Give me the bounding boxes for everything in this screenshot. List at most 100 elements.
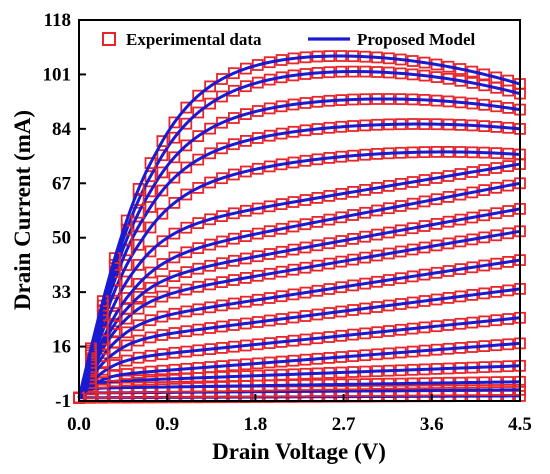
model-curve-16 <box>77 54 521 399</box>
experimental-point <box>168 251 181 264</box>
x-tick-label: 1.8 <box>244 414 268 435</box>
y-tick-label: 101 <box>43 64 72 85</box>
y-axis-title: Drain Current (mA) <box>10 110 35 310</box>
y-tick-label: 67 <box>52 173 72 194</box>
model-curve-7 <box>77 258 521 399</box>
experimental-point <box>204 97 217 110</box>
experimental-point <box>156 184 169 197</box>
experimental-point <box>96 373 109 386</box>
experimental-point <box>168 270 181 283</box>
experimental-point <box>132 277 145 290</box>
experimental-point <box>156 258 169 270</box>
experimental-point <box>180 117 193 130</box>
legend-label-model: Proposed Model <box>357 30 475 49</box>
experimental-point <box>156 235 169 248</box>
experimental-point <box>156 207 169 220</box>
experimental-point <box>132 238 145 251</box>
experimental-point <box>120 292 133 304</box>
experimental-point <box>168 196 181 209</box>
experimental-point <box>204 122 217 135</box>
plot-frame <box>78 19 521 402</box>
experimental-point <box>192 130 205 143</box>
experimental-point <box>156 149 169 162</box>
experimental-point <box>120 326 133 339</box>
experimental-point <box>156 166 169 179</box>
model-curve-3 <box>77 364 521 399</box>
experimental-point <box>192 106 205 119</box>
experimental-point <box>216 116 228 129</box>
model-curve-6 <box>77 287 521 399</box>
experimental-point <box>216 90 228 103</box>
experimental-point <box>132 319 145 332</box>
experimental-point <box>227 84 240 97</box>
experimental-point <box>144 295 157 308</box>
experimental-point <box>120 303 133 315</box>
legend-marker-experimental <box>102 32 116 46</box>
experimental-point <box>204 80 217 93</box>
experimental-point <box>168 151 181 164</box>
y-tick-label: 118 <box>44 10 71 31</box>
experimental-point <box>192 217 205 230</box>
experimental-point <box>216 172 228 185</box>
model-curve-8 <box>77 229 521 399</box>
experimental-point <box>144 245 157 258</box>
experimental-point <box>180 139 193 152</box>
model-curve-10 <box>77 181 521 399</box>
experimental-point <box>180 246 193 259</box>
experimental-point <box>192 153 205 166</box>
x-tick-label: 0.9 <box>155 414 179 435</box>
experimental-point <box>239 62 252 75</box>
experimental-point <box>227 112 240 124</box>
experimental-point <box>108 359 121 371</box>
experimental-point <box>204 147 217 160</box>
experimental-point <box>144 201 157 213</box>
experimental-point <box>132 182 145 195</box>
experimental-point <box>168 116 181 129</box>
model-curve-9 <box>77 207 521 399</box>
y-tick-label: 16 <box>52 337 71 358</box>
x-tick-label: 4.5 <box>508 414 532 435</box>
y-tick-label: 84 <box>52 119 72 140</box>
y-tick-label: -1 <box>55 391 71 412</box>
experimental-point <box>239 80 252 93</box>
experimental-point <box>156 290 169 303</box>
legend-label-experimental: Experimental data <box>126 30 262 49</box>
experimental-point <box>180 161 193 174</box>
experimental-point <box>132 258 145 271</box>
experimental-point <box>120 339 133 352</box>
experimental-point <box>144 266 157 279</box>
experimental-point <box>144 157 157 170</box>
model-curve-2 <box>77 380 521 399</box>
experimental-point <box>168 131 181 144</box>
experimental-point <box>168 171 181 184</box>
experimental-point <box>144 221 157 234</box>
experimental-point <box>180 221 193 234</box>
model-curve-5 <box>77 316 521 399</box>
experimental-point <box>96 366 109 379</box>
axis-ticks: 0.0 0.9 1.8 2.7 3.6 4.5 -1 16 33 50 67 84 101 118 <box>43 10 532 435</box>
experimental-point <box>120 214 133 227</box>
experimental-point <box>120 275 133 288</box>
experimental-point <box>144 314 157 327</box>
y-tick-label: 33 <box>52 282 71 303</box>
experimental-point <box>108 336 121 349</box>
model-curve-11 <box>77 162 521 399</box>
experimental-point <box>216 142 228 155</box>
model-curve-12 <box>77 150 521 399</box>
experimental-point <box>144 281 157 294</box>
experimental-point <box>180 188 193 201</box>
experimental-point <box>132 290 145 303</box>
model-curve-14 <box>77 97 521 399</box>
experimental-point <box>216 73 228 85</box>
x-tick-label: 3.6 <box>420 414 444 435</box>
data-marks <box>73 50 526 404</box>
experimental-point <box>204 176 217 189</box>
experimental-point <box>227 67 240 80</box>
experimental-point <box>180 101 193 114</box>
x-axis-title: Drain Voltage (V) <box>212 439 386 464</box>
x-tick-label: 2.7 <box>332 414 356 435</box>
experimental-point <box>168 227 181 240</box>
experimental-point <box>192 89 205 102</box>
experimental-point <box>144 185 157 198</box>
